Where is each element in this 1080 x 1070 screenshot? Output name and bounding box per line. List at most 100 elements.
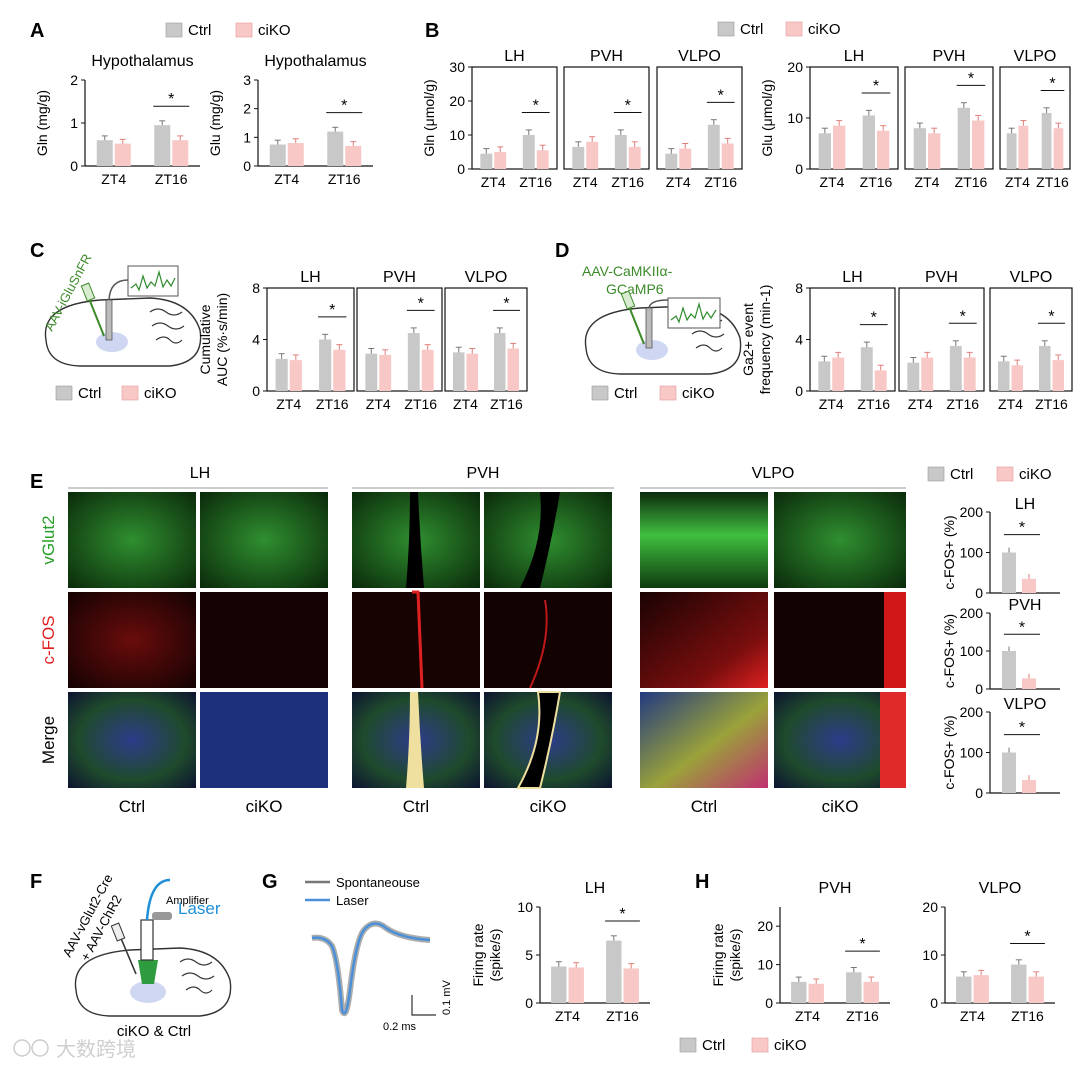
chart-title: PVH <box>925 269 958 286</box>
chart-title: Hypothalamus <box>91 53 193 70</box>
chart-frame <box>999 66 1071 170</box>
ventricle-edge <box>406 692 424 788</box>
panel-letter-h: H <box>695 871 709 893</box>
x-tick-label: ZT16 <box>404 396 437 412</box>
x-tick-label: ZT4 <box>555 1008 580 1024</box>
chart-c1: LH 0 4 8 Cumulative AUC (%·s/min) ZT4 ZT16 * <box>197 269 355 412</box>
amplifier-label: Amplifier <box>166 895 209 907</box>
x-tick-label: ZT4 <box>915 174 940 190</box>
micrograph-grid: LH PVH VLPO vGlut2 c-FOS Merge <box>39 465 906 816</box>
bar-ciko-zt4 <box>832 357 845 391</box>
chart-title: VLPO <box>465 269 508 286</box>
col-label-lh-ctrl: Ctrl <box>119 797 145 816</box>
legend-label-ctrl: Ctrl <box>78 385 101 402</box>
panel-letter-d: D <box>555 240 569 262</box>
chart-frame <box>904 66 994 170</box>
bar-ctrl-zt16 <box>614 135 627 169</box>
legend-swatch-ciko <box>785 21 803 37</box>
x-tick-label: ZT16 <box>946 396 979 412</box>
y-tick-label: 0 <box>252 383 260 399</box>
chart-title: LH <box>842 269 862 286</box>
waveform-laser <box>311 922 431 1015</box>
bar-ciko-zt4 <box>494 152 507 169</box>
y-tick-label: 20 <box>922 899 938 915</box>
signal-trace <box>130 269 176 292</box>
chart-b5: PVH ZT4 ZT16 * <box>904 48 994 190</box>
bar-ciko-zt4 <box>928 133 941 169</box>
image-lh-ciko-vglut2 <box>200 492 328 588</box>
bar-ciko-zt4 <box>921 357 934 391</box>
bar-ctrl <box>1002 752 1016 793</box>
y-tick-label: 2 <box>243 101 251 117</box>
bar-ctrl-zt16 <box>1039 345 1051 391</box>
legend-swatch-ctrl <box>717 21 735 37</box>
legend-label-ciko: ciKO <box>808 21 841 38</box>
bar-ciko-zt4 <box>1018 125 1029 169</box>
signal-inset <box>667 297 721 329</box>
bar-ciko-zt4 <box>586 141 599 169</box>
bar-ciko-zt16 <box>345 145 362 166</box>
chart-title: PVH <box>933 48 966 65</box>
legend-swatch-ctrl <box>591 385 609 401</box>
chart-frame <box>471 66 558 170</box>
chart-d3: VLPO ZT4 ZT16 * <box>989 269 1073 412</box>
cerebellum-folds <box>149 308 185 344</box>
y-tick-label: 0 <box>975 681 983 697</box>
bar-ctrl-zt4 <box>818 133 831 169</box>
legend-c: Ctrl ciKO <box>55 385 177 402</box>
bar-ctrl-zt4 <box>96 140 113 166</box>
legend-label-ctrl: Ctrl <box>702 1037 725 1054</box>
bar-ctrl-zt16 <box>707 124 720 169</box>
chart-title: PVH <box>1009 597 1042 614</box>
legend-swatch-ctrl <box>165 22 183 38</box>
bar-ctrl-zt16 <box>860 347 873 391</box>
significance-star: * <box>1019 720 1025 737</box>
chart-a1: Hypothalamus 0 1 2 Gln (mg/g) ZT4 ZT16 * <box>34 53 200 187</box>
legend-swatch-ciko <box>996 466 1014 482</box>
chart-title: VLPO <box>979 880 1022 897</box>
watermark-text: 大数跨境 <box>56 1038 136 1061</box>
image-vlpo-ctrl-cfos <box>640 592 768 688</box>
x-tick-label: ZT16 <box>155 171 188 187</box>
bar-ctrl-zt4 <box>998 361 1010 391</box>
image-vlpo-ciko-vglut2 <box>774 492 906 588</box>
y-tick-label: 20 <box>757 918 773 934</box>
cfos-signal <box>412 590 424 689</box>
col-label-vlpo-ciko: ciKO <box>822 797 859 816</box>
y-axis-label: frequency (min-1) <box>757 285 773 395</box>
x-tick-label: ZT16 <box>490 396 523 412</box>
x-tick-label: ZT4 <box>819 396 844 412</box>
significance-star: * <box>1048 308 1054 325</box>
bar-ciko <box>1022 678 1036 689</box>
bar-ciko-zt16 <box>421 349 434 391</box>
bar-ciko <box>1022 578 1036 593</box>
y-axis-label: c-FOS+ (%) <box>941 614 957 688</box>
chart-frame <box>656 66 743 170</box>
virus-label-d-line1: AAV-CaMKIIα- <box>582 263 673 279</box>
chart-title: PVH <box>383 269 416 286</box>
chart-c2: PVH ZT4 ZT16 * <box>356 269 443 412</box>
image-pvh-ctrl-cfos <box>352 592 480 688</box>
legend-swatch-ciko <box>235 22 253 38</box>
image-lh-ctrl-merge <box>68 692 196 788</box>
syringe-barrel <box>80 282 96 302</box>
image-pvh-ciko-cfos <box>484 592 612 688</box>
y-axis-label: (spike/s) <box>487 929 503 982</box>
col-label-vlpo-ctrl: Ctrl <box>691 797 717 816</box>
y-axis-label: Gln (mg/g) <box>34 90 50 156</box>
chart-d2: PVH ZT4 ZT16 * <box>898 269 985 412</box>
y-tick-label: 10 <box>922 947 938 963</box>
panel-letter-a: A <box>30 20 44 42</box>
bar-ctrl <box>1002 552 1016 593</box>
bar-ctrl-zt4 <box>791 981 807 1003</box>
image-lh-ctrl-vglut2 <box>68 492 196 588</box>
bar-ctrl-zt16 <box>327 131 344 166</box>
scale-voltage-label: 0.1 mV <box>441 979 453 1015</box>
bar-ciko-zt4 <box>114 143 131 166</box>
scale-time-label: 0.2 ms <box>383 1021 417 1033</box>
y-tick-label: 100 <box>960 545 984 561</box>
bar-ctrl-zt4 <box>453 352 465 391</box>
